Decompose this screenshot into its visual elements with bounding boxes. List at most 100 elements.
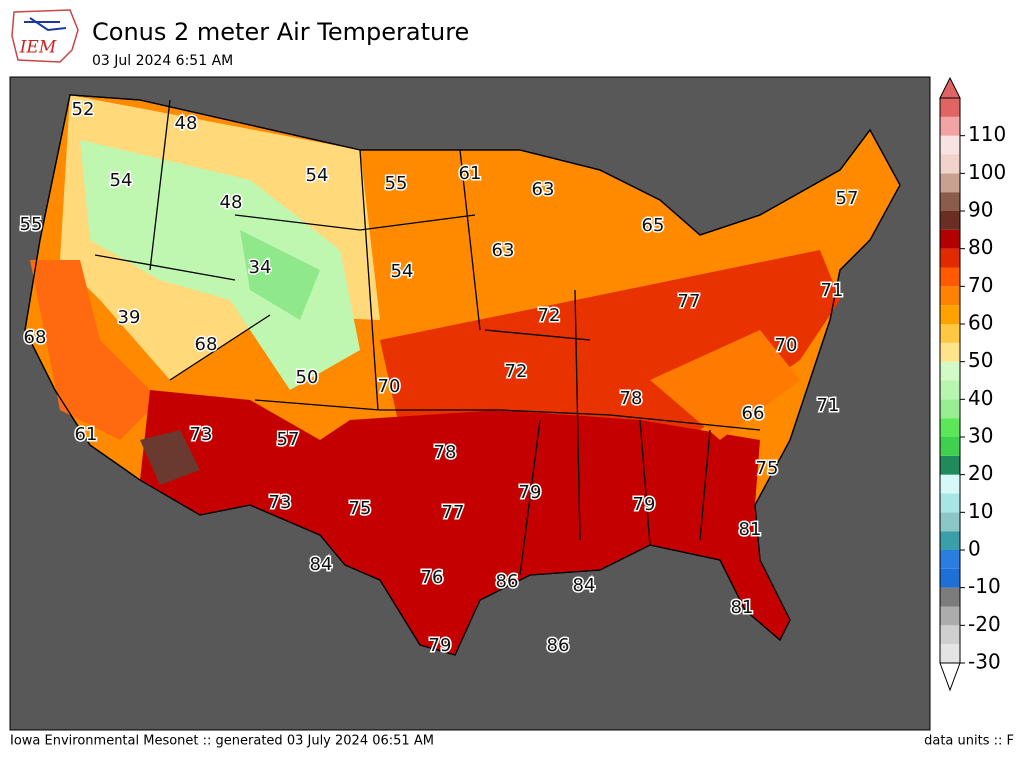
colorbar-tick-label: 110 <box>968 122 1006 146</box>
colorbar-band <box>940 644 960 663</box>
station-value: 84 <box>310 554 333 575</box>
station-value: 71 <box>821 280 844 301</box>
station-value: 84 <box>573 575 596 596</box>
station-labels: 52 48 54 54 55 61 63 55 48 65 63 57 34 54 39 68 68 72 77 71… <box>18 98 860 658</box>
colorbar-band <box>940 455 960 475</box>
colorbar-band <box>940 493 960 513</box>
station-value: 68 <box>195 334 218 355</box>
colorbar-band <box>940 361 960 381</box>
station-value: 78 <box>434 442 457 463</box>
colorbar-band <box>940 606 960 626</box>
footer-right: data units :: F <box>924 734 1014 749</box>
colorbar-band <box>940 625 960 645</box>
colorbar-band <box>940 116 960 136</box>
colorbar-tick-label: 70 <box>968 273 993 297</box>
station-value: 63 <box>492 240 515 261</box>
station-value: 86 <box>547 635 570 656</box>
station-value: 70 <box>378 376 401 397</box>
colorbar-band <box>940 568 960 588</box>
station-value: 50 <box>296 367 319 388</box>
map <box>9 76 931 731</box>
station-value: 48 <box>220 192 243 213</box>
colorbar-band <box>940 98 960 117</box>
colorbar-tick-label: 0 <box>968 537 981 561</box>
station-value: 75 <box>349 498 372 519</box>
colorbar-band <box>940 418 960 437</box>
colorbar-band <box>940 248 960 268</box>
colorbar-band <box>940 324 960 343</box>
colorbar-arrow-bottom <box>939 662 961 692</box>
station-value: 79 <box>519 482 542 503</box>
station-value: 79 <box>429 635 452 656</box>
station-value: 73 <box>190 424 213 445</box>
station-value: 68 <box>24 327 47 348</box>
station-value: 65 <box>642 215 665 236</box>
colorbar-band <box>940 474 960 494</box>
colorbar-tick-label: 10 <box>968 499 993 523</box>
colorbar-band <box>940 286 960 306</box>
station-value: 71 <box>817 395 840 416</box>
station-value: 66 <box>742 403 765 424</box>
station-value: 55 <box>385 173 408 194</box>
station-value: 72 <box>505 361 528 382</box>
colorbar-tick-label: -20 <box>968 612 1001 636</box>
colorbar-tick-label: 40 <box>968 386 993 410</box>
station-value: 57 <box>277 429 300 450</box>
station-value: 76 <box>421 567 444 588</box>
station-value: 75 <box>756 458 779 479</box>
station-value: 72 <box>538 305 561 326</box>
colorbar-band <box>940 550 960 569</box>
colorbar-frame <box>939 97 961 664</box>
colorbar-tick-label: 20 <box>968 461 993 485</box>
station-value: 54 <box>306 165 329 186</box>
station-value: 55 <box>20 214 43 235</box>
colorbar-tick-label: -30 <box>968 650 1001 674</box>
colorbar-arrow-top <box>939 76 961 99</box>
station-value: 81 <box>739 519 762 540</box>
station-value: 54 <box>110 170 133 191</box>
footer-left: Iowa Environmental Mesonet :: generated … <box>10 734 434 749</box>
logo-text: IEM <box>19 38 57 58</box>
station-value: 34 <box>249 257 272 278</box>
station-value: 61 <box>75 424 98 445</box>
station-value: 63 <box>532 179 555 200</box>
colorbar-band <box>940 437 960 456</box>
station-value: 61 <box>459 163 482 184</box>
colorbar-band <box>940 173 960 193</box>
colorbar-band <box>940 192 960 211</box>
title: Conus 2 meter Air Temperature <box>92 18 469 46</box>
colorbar-band <box>940 154 960 174</box>
colorbar-tick-label: 30 <box>968 424 993 448</box>
colorbar-band <box>940 531 960 550</box>
station-value: 39 <box>118 307 141 328</box>
colorbar-tick-label: 100 <box>968 160 1006 184</box>
colorbar-tick-label: 50 <box>968 348 993 372</box>
station-value: 52 <box>72 99 95 120</box>
station-value: 54 <box>391 261 414 282</box>
station-value: 70 <box>775 335 798 356</box>
station-value: 48 <box>175 113 198 134</box>
colorbar-tick-label: 60 <box>968 311 993 335</box>
station-value: 79 <box>633 494 656 515</box>
colorbar-band <box>940 211 960 230</box>
station-value: 73 <box>269 492 292 513</box>
colorbar-band <box>940 135 960 155</box>
colorbar-band <box>940 305 960 324</box>
colorbar-tick-label: 90 <box>968 198 993 222</box>
colorbar-tick-label: 80 <box>968 235 993 259</box>
colorbar-band <box>940 399 960 419</box>
colorbar-tick-label: -10 <box>968 574 1001 598</box>
station-value: 86 <box>496 571 519 592</box>
station-value: 81 <box>731 597 754 618</box>
colorbar-band <box>940 380 960 400</box>
logo: IEM <box>11 9 79 63</box>
station-value: 77 <box>678 291 701 312</box>
colorbar-band <box>940 342 960 362</box>
station-value: 78 <box>620 388 643 409</box>
subtitle: 03 Jul 2024 6:51 AM <box>92 53 233 69</box>
colorbar: -30 -20 -10 0 10 20 30 40 50 60 70 80 90 100 110 <box>939 76 1006 692</box>
station-value: 77 <box>442 502 465 523</box>
station-value: 57 <box>836 188 859 209</box>
colorbar-band <box>940 267 960 287</box>
